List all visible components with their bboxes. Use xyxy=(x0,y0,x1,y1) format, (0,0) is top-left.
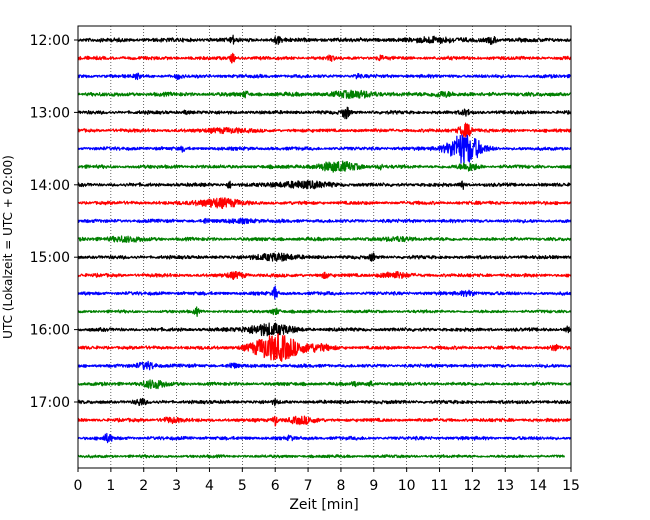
trace-1745 xyxy=(77,454,566,459)
y-axis-ticks: 12:00 13:00 14:00 15:00 16:00 17:00 xyxy=(30,33,78,411)
x-tick-label-5: 5 xyxy=(238,478,247,494)
trace-1230 xyxy=(77,72,572,81)
trace-1215 xyxy=(77,52,572,64)
x-tick-label-7: 7 xyxy=(304,478,313,494)
y-tick-label-1600: 16:00 xyxy=(30,323,70,339)
x-tick-label-10: 10 xyxy=(398,478,416,494)
trace-1630 xyxy=(77,360,572,371)
x-tick-label-4: 4 xyxy=(205,478,214,494)
x-tick-label-6: 6 xyxy=(271,478,280,494)
trace-1615 xyxy=(77,333,572,362)
y-axis-label: UTC (Lokalzeit = UTC + 02:00) xyxy=(1,155,15,339)
y-tick-label-1500: 15:00 xyxy=(30,250,70,266)
trace-1330 xyxy=(77,134,572,164)
x-tick-label-2: 2 xyxy=(139,478,148,494)
trace-1300 xyxy=(77,106,572,120)
plot-frame xyxy=(77,25,572,469)
trace-1445 xyxy=(77,235,572,243)
trace-1430 xyxy=(77,217,572,225)
trace-1500 xyxy=(77,252,572,262)
trace-1700 xyxy=(77,397,572,407)
x-tick-label-14: 14 xyxy=(529,478,547,494)
trace-1645 xyxy=(77,379,572,390)
x-axis-label: Zeit [min] xyxy=(289,497,358,513)
trace-1600 xyxy=(77,322,572,337)
x-tick-label-11: 11 xyxy=(431,478,449,494)
y-tick-label-1200: 12:00 xyxy=(30,33,70,49)
x-tick-label-9: 9 xyxy=(369,478,378,494)
x-tick-label-0: 0 xyxy=(74,478,83,494)
x-tick-label-1: 1 xyxy=(106,478,115,494)
y-tick-label-1300: 13:00 xyxy=(30,105,70,121)
x-tick-label-3: 3 xyxy=(172,478,181,494)
trace-1200 xyxy=(77,34,572,45)
x-tick-label-13: 13 xyxy=(496,478,514,494)
trace-1245 xyxy=(77,89,572,100)
trace-1515 xyxy=(77,270,572,281)
trace-group xyxy=(77,34,572,459)
y-tick-label-1400: 14:00 xyxy=(30,178,70,194)
trace-1400 xyxy=(77,179,572,190)
trace-1530 xyxy=(77,285,572,300)
x-tick-label-8: 8 xyxy=(336,478,345,494)
trace-1315 xyxy=(77,122,572,139)
x-tick-label-15: 15 xyxy=(562,478,580,494)
x-axis-ticks: 0 1 2 3 4 5 6 7 8 9 10 11 12 13 14 15 xyxy=(74,468,580,494)
x-tick-label-12: 12 xyxy=(463,478,481,494)
trace-1715 xyxy=(77,415,572,427)
y-tick-label-1700: 17:00 xyxy=(30,395,70,411)
trace-1730 xyxy=(77,432,572,444)
trace-1345 xyxy=(77,160,572,173)
trace-1415 xyxy=(77,197,572,210)
trace-1545 xyxy=(77,306,572,317)
